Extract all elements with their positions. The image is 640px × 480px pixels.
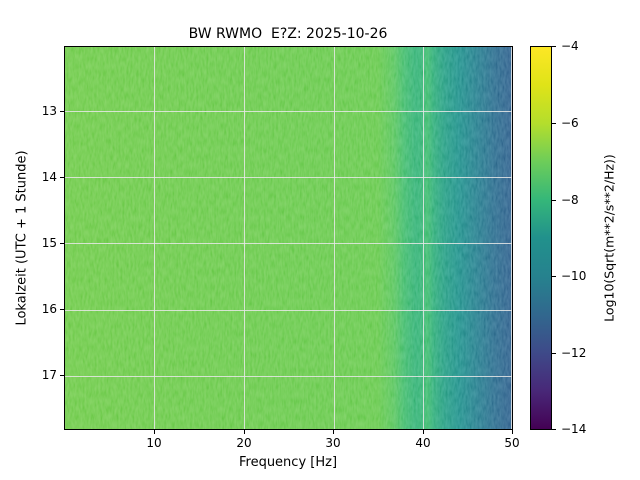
colorbar-tick-label: −4 [561,39,579,53]
x-tick-label: 20 [236,436,252,450]
colorbar [530,46,552,430]
colorbar-tick-mark [552,200,556,201]
colorbar-tick-label: −12 [561,346,587,360]
x-tick-label: 30 [325,436,341,450]
gridline-50hz [511,47,512,429]
y-tick-mark [60,243,64,244]
y-tick-mark [60,177,64,178]
y-tick-mark [60,375,64,376]
colorbar-tick-mark [552,46,556,47]
spectrogram-noise-texture [65,47,512,429]
y-tick-mark [60,309,64,310]
x-tick-mark [423,430,424,434]
y-axis-label: Lokalzeit (UTC + 1 Stunde) [14,150,30,326]
y-tick-label: 15 [41,236,57,250]
colorbar-tick-mark [552,353,556,354]
colorbar-tick-mark [552,123,556,124]
gridline-17h [65,376,512,377]
plot-title: BW RWMO E?Z: 2025-10-26 [188,26,388,42]
gridline-40hz [423,47,424,429]
x-tick-label: 40 [415,436,431,450]
colorbar-tick-mark [552,429,556,430]
gridline-20hz [244,47,245,429]
colorbar-tick-mark [552,276,556,277]
x-tick-mark [244,430,245,434]
gridline-15h [65,243,512,244]
spectrogram-plot-area [64,46,513,430]
gridline-16h [65,310,512,311]
gridline-10hz [154,47,155,429]
x-tick-mark [333,430,334,434]
x-tick-label: 10 [146,436,162,450]
colorbar-tick-label: −8 [561,193,579,207]
x-tick-mark [154,430,155,434]
colorbar-tick-label: −10 [561,269,587,283]
y-tick-label: 13 [41,104,57,118]
y-tick-label: 14 [41,170,57,184]
colorbar-tick-label: −14 [561,422,587,436]
y-tick-label: 16 [41,302,57,316]
x-tick-mark [512,430,513,434]
colorbar-axis-label: Log10(Sqrt(m**2/s**2/Hz)) [601,154,617,322]
gridline-30hz [334,47,335,429]
y-tick-mark [60,111,64,112]
gridline-14h [65,177,512,178]
gridline-13h [65,111,512,112]
colorbar-tick-label: −6 [561,116,579,130]
x-tick-label: 50 [504,436,520,450]
y-tick-label: 17 [41,368,57,382]
x-axis-label: Frequency [Hz] [238,455,338,470]
